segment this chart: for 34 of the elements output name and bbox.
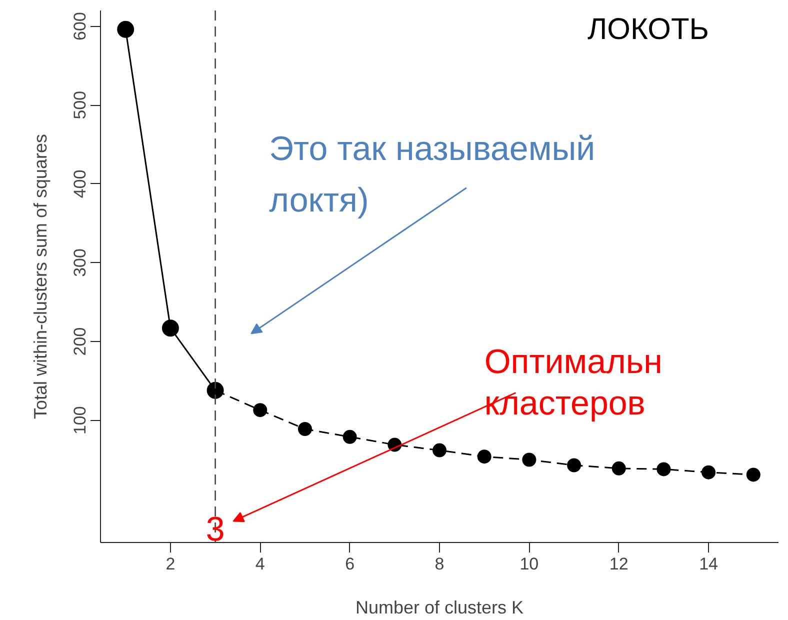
point [162,320,179,337]
x-tick-label: 14 [699,554,718,574]
point [432,443,446,458]
x-tick-label: 12 [609,554,628,574]
x-tick-label: 4 [255,554,265,574]
x-tick-label: 6 [345,554,355,574]
y-tick-label: 300 [70,248,90,277]
point [477,450,492,464]
annotation: ЛОКОТЬ [587,12,709,46]
annotation: Это так называемый [269,130,596,168]
x-axis-title: Number of clusters K [355,598,524,618]
annotation: локтя) [269,181,369,220]
point [612,461,626,476]
point [522,452,536,467]
point [253,403,268,418]
point [746,468,760,482]
y-tick-label: 500 [70,90,90,120]
point [117,20,134,38]
annotation: Оптимальн [484,342,662,381]
y-tick-label: 200 [70,327,90,356]
y-tick-label: 400 [70,170,90,198]
point [298,422,312,436]
point [702,465,716,480]
x-tick-label: 8 [434,554,444,574]
y-tick-label: 600 [70,12,90,40]
x-tick-label: 2 [166,554,176,574]
point [656,462,671,476]
y-axis-title: Total within-clusters sum of squares [30,134,50,420]
y-tick-label: 100 [70,406,90,435]
annotation: 3 [206,510,225,548]
point [342,430,357,444]
annotation: кластеров [484,384,646,423]
x-tick-label: 10 [520,554,539,574]
point [567,458,582,472]
